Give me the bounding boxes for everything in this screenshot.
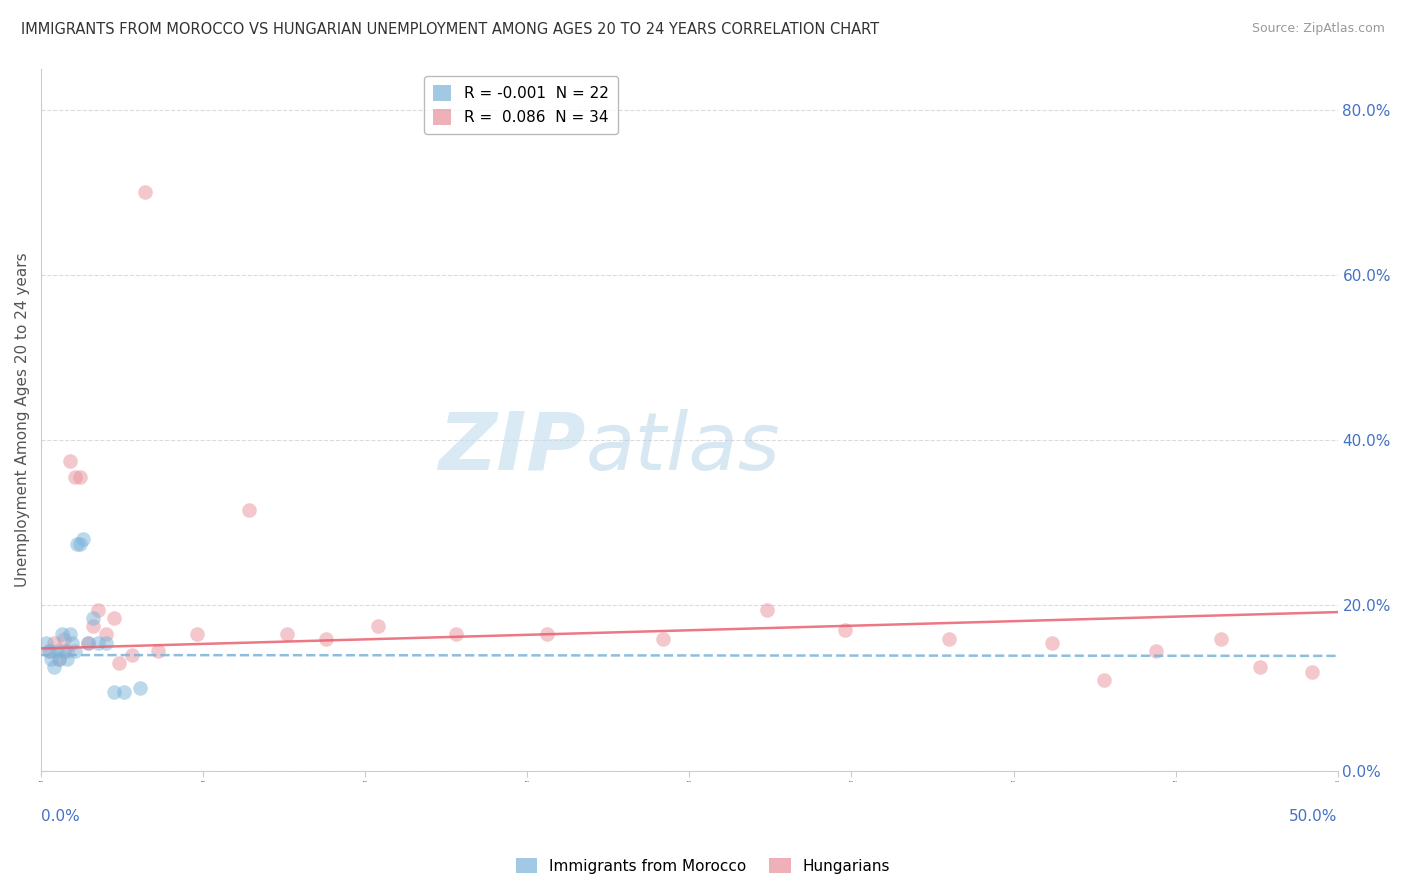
Point bbox=[1092, 673, 1115, 687]
Point bbox=[45, 644, 67, 658]
Point bbox=[652, 632, 675, 646]
Point bbox=[59, 454, 82, 468]
Point bbox=[42, 660, 65, 674]
Text: IMMIGRANTS FROM MOROCCO VS HUNGARIAN UNEMPLOYMENT AMONG AGES 20 TO 24 YEARS CORR: IMMIGRANTS FROM MOROCCO VS HUNGARIAN UNE… bbox=[21, 22, 879, 37]
Point bbox=[186, 627, 208, 641]
Point bbox=[41, 652, 63, 666]
Y-axis label: Unemployment Among Ages 20 to 24 years: Unemployment Among Ages 20 to 24 years bbox=[15, 252, 30, 587]
Point bbox=[87, 602, 110, 616]
Point bbox=[1301, 665, 1323, 679]
Point bbox=[938, 632, 960, 646]
Point bbox=[63, 644, 86, 658]
Point bbox=[48, 652, 70, 666]
Point bbox=[128, 681, 150, 695]
Point bbox=[94, 627, 117, 641]
Point bbox=[103, 685, 125, 699]
Point bbox=[238, 503, 260, 517]
Text: 0.0%: 0.0% bbox=[41, 809, 80, 824]
Point bbox=[48, 652, 70, 666]
Point bbox=[66, 536, 89, 550]
Point bbox=[38, 644, 60, 658]
Point bbox=[1249, 660, 1271, 674]
Legend: R = -0.001  N = 22, R =  0.086  N = 34: R = -0.001 N = 22, R = 0.086 N = 34 bbox=[425, 76, 617, 134]
Point bbox=[834, 624, 856, 638]
Point bbox=[1144, 644, 1167, 658]
Point bbox=[367, 619, 389, 633]
Point bbox=[38, 644, 60, 658]
Point bbox=[69, 536, 91, 550]
Point bbox=[53, 632, 76, 646]
Point bbox=[134, 186, 156, 200]
Point bbox=[56, 652, 79, 666]
Text: Source: ZipAtlas.com: Source: ZipAtlas.com bbox=[1251, 22, 1385, 36]
Point bbox=[103, 611, 125, 625]
Point bbox=[82, 619, 104, 633]
Point bbox=[315, 632, 337, 646]
Legend: Immigrants from Morocco, Hungarians: Immigrants from Morocco, Hungarians bbox=[509, 852, 897, 880]
Point bbox=[72, 533, 94, 547]
Point bbox=[60, 635, 83, 649]
Point bbox=[53, 644, 76, 658]
Point bbox=[536, 627, 558, 641]
Point bbox=[756, 602, 779, 616]
Point bbox=[1042, 635, 1064, 649]
Point bbox=[444, 627, 467, 641]
Text: 50.0%: 50.0% bbox=[1289, 809, 1337, 824]
Point bbox=[112, 685, 135, 699]
Text: atlas: atlas bbox=[586, 409, 780, 487]
Point bbox=[56, 644, 79, 658]
Point bbox=[35, 635, 58, 649]
Point bbox=[76, 635, 98, 649]
Point bbox=[276, 627, 298, 641]
Point bbox=[69, 470, 91, 484]
Point bbox=[76, 635, 98, 649]
Point bbox=[42, 635, 65, 649]
Point bbox=[108, 657, 131, 671]
Point bbox=[63, 470, 86, 484]
Point bbox=[51, 627, 73, 641]
Text: ZIP: ZIP bbox=[439, 409, 586, 487]
Point bbox=[121, 648, 143, 662]
Point bbox=[146, 644, 169, 658]
Point bbox=[59, 627, 82, 641]
Point bbox=[94, 635, 117, 649]
Point bbox=[87, 635, 110, 649]
Point bbox=[82, 611, 104, 625]
Point bbox=[1209, 632, 1232, 646]
